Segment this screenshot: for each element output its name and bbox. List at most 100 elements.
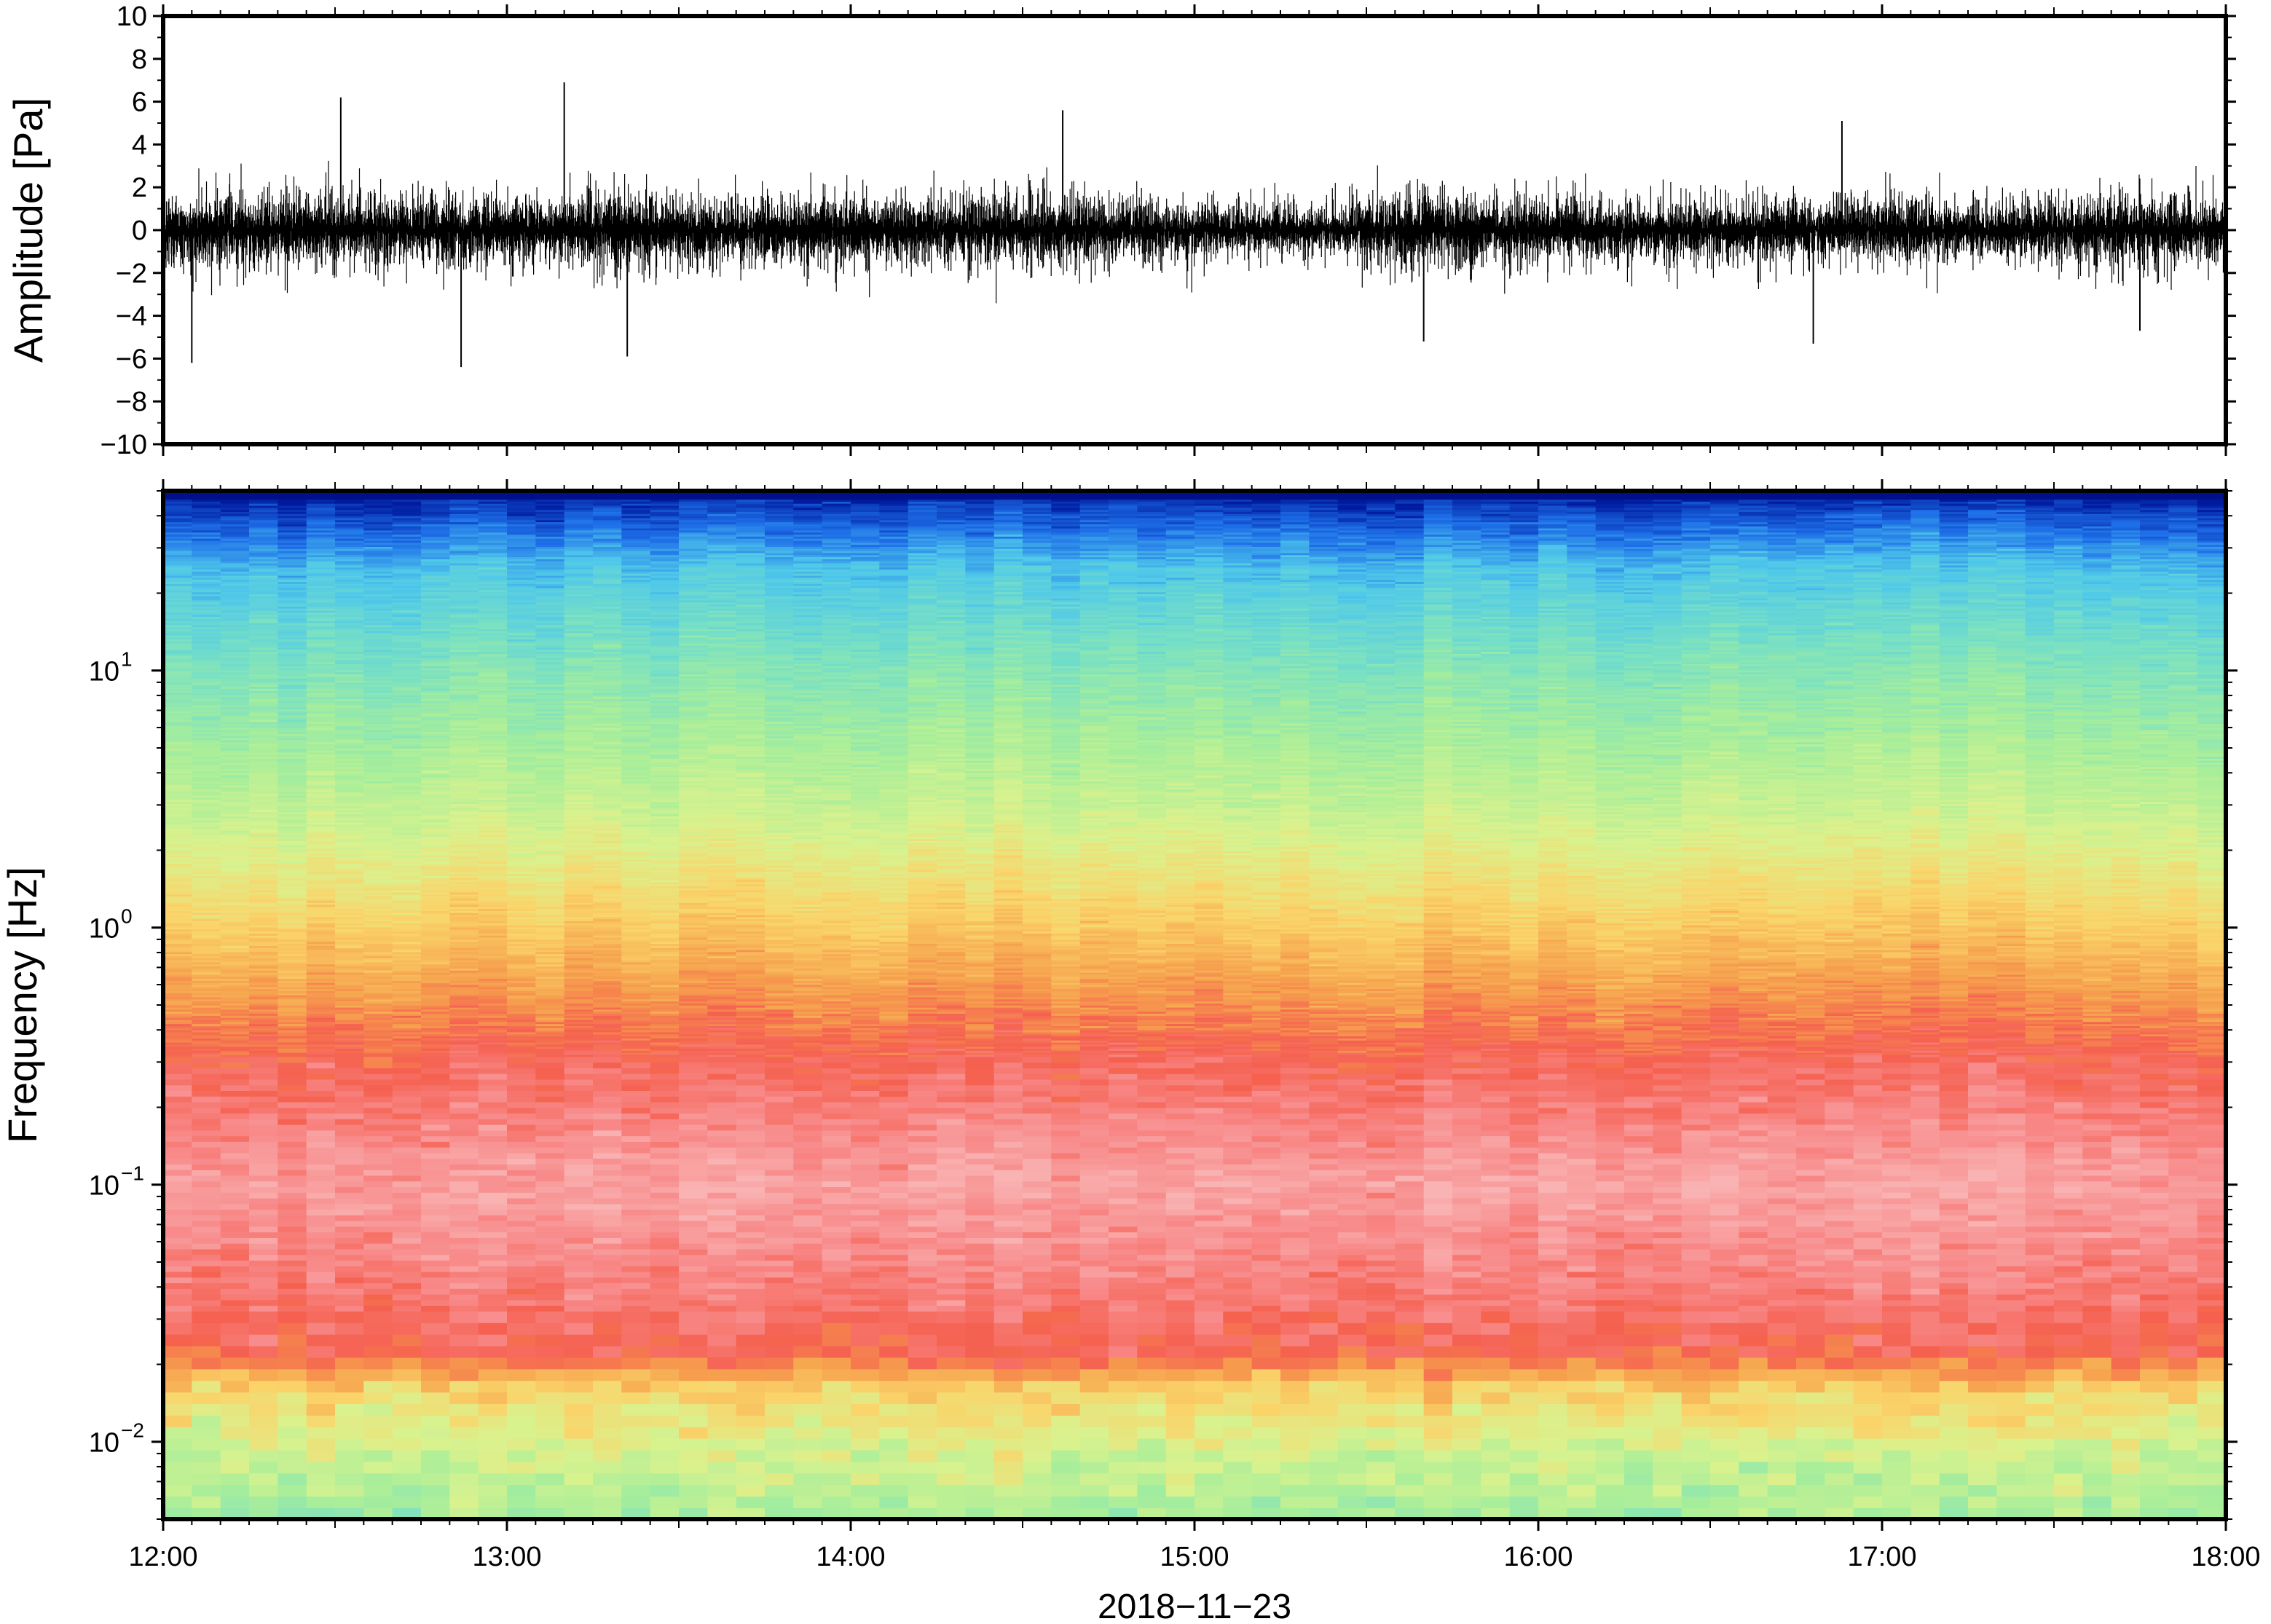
spectrogram-cell [822, 1357, 851, 1370]
spectrogram-cell [249, 1323, 278, 1335]
spectrogram-cell [1309, 1243, 1338, 1250]
spectrogram-cell [564, 1380, 594, 1392]
spectrogram-cell [2140, 1198, 2169, 1205]
spectrogram-cell [1710, 1300, 1739, 1306]
spectrogram-cell [937, 1254, 966, 1261]
spectrogram-cell [307, 1311, 336, 1323]
spectrogram-cell [335, 1209, 364, 1215]
spectrogram-cell [1624, 1141, 1653, 1148]
spectrogram-cell [421, 1068, 450, 1074]
spectrogram-cell [221, 1130, 250, 1137]
spectrogram-cell [2054, 1057, 2083, 1063]
spectrogram-cell [1223, 1357, 1252, 1370]
spectrogram-cell [335, 1108, 364, 1114]
spectrogram-cell [363, 1392, 393, 1404]
spectrogram-cell [1968, 1226, 1997, 1233]
spectrogram-cell [1796, 1079, 1825, 1086]
spectrogram-cell [1366, 1079, 1396, 1086]
spectrogram-cell [736, 1079, 765, 1086]
spectrogram-cell [1653, 1062, 1682, 1068]
spectrogram-cell [1968, 1369, 1997, 1381]
spectrogram-cell [1166, 1392, 1195, 1404]
spectrogram-cell [307, 1113, 336, 1119]
spectrogram-cell [363, 1164, 393, 1170]
spectrogram-cell [307, 1300, 336, 1306]
spectrogram-cell [1223, 1334, 1252, 1347]
spectrogram-cell [1940, 1334, 1969, 1347]
spectrogram-cell [221, 1113, 250, 1119]
spectrogram-cell [564, 1096, 594, 1103]
spectrogram-cell [307, 1282, 336, 1289]
spectrogram-cell [822, 1175, 851, 1182]
spectrogram-cell [1538, 1427, 1567, 1439]
spectrogram-cell [1080, 1266, 1109, 1272]
spectrogram-cell [1338, 1198, 1367, 1205]
spectrogram-cell [679, 1068, 708, 1074]
spectrogram-cell [2111, 1346, 2141, 1358]
spectrogram-cell [994, 1068, 1023, 1074]
spectrogram-cell [449, 1108, 479, 1114]
spectrogram-cell [2054, 1243, 2083, 1250]
spectrogram-cell [1538, 1062, 1567, 1068]
spectrogram-cell [2026, 1124, 2055, 1131]
spectrogram-cell [2197, 1266, 2227, 1272]
spectrogram-cell [1166, 1450, 1195, 1462]
spectrogram-cell [593, 1249, 622, 1256]
spectrogram-cell [1567, 1181, 1596, 1188]
spectrogram-cell [1910, 1346, 1940, 1358]
spectrogram-cell [2111, 1294, 2141, 1301]
spectrogram-cell [679, 1124, 708, 1131]
spectrogram-cell [1796, 1266, 1825, 1272]
spectrogram-cell [1109, 1119, 1138, 1125]
spectrogram-cell [307, 1057, 336, 1063]
spectrogram-cell [1424, 1170, 1453, 1176]
spectrogram-cell [1137, 1311, 1166, 1323]
spectrogram-cell [2082, 1062, 2111, 1068]
spectrogram-cell [2082, 1294, 2111, 1301]
spectrogram-cell [335, 1462, 364, 1474]
spectrogram-cell [1682, 1221, 1711, 1227]
spectrogram-cell [2168, 1266, 2197, 1272]
spectrogram-cell [1825, 1243, 1854, 1250]
spectrogram-cell [793, 1346, 822, 1358]
spectrogram-cell [1510, 1141, 1539, 1148]
spectrogram-cell [1710, 1438, 1739, 1451]
spectrogram-cell [822, 1181, 851, 1188]
spectrogram-cell [593, 1221, 622, 1227]
spectrogram-cell [2140, 1057, 2169, 1063]
spectrogram-cell [2026, 1231, 2055, 1238]
spectrogram-cell [1252, 1209, 1281, 1215]
spectrogram-cell [1051, 1294, 1080, 1301]
spectrogram-cell [2054, 1260, 2083, 1266]
spectrogram-cell [593, 1135, 622, 1142]
spectrogram-cell [1338, 1079, 1367, 1086]
spectrogram-cell [1424, 1346, 1453, 1358]
spectrogram-cell [1882, 1323, 1911, 1335]
spectrogram-cell [1768, 1130, 1797, 1137]
spectrogram-cell [1280, 1496, 1310, 1508]
spectrogram-cell [679, 1084, 708, 1091]
spectrogram-cell [449, 1249, 479, 1256]
spectrogram-cell [851, 1277, 880, 1284]
spectrogram-cell [1910, 1311, 1940, 1323]
spectrogram-cell [1510, 1415, 1539, 1427]
spectrogram-cell [621, 1124, 650, 1131]
spectrogram-cell [1682, 1096, 1711, 1103]
spectrogram-cell [393, 1300, 422, 1306]
spectrogram-cell [1825, 1237, 1854, 1244]
spectrogram-cell [1452, 1277, 1481, 1284]
spectrogram-cell [1452, 1135, 1481, 1142]
spectrogram-cell [937, 1346, 966, 1358]
spectrogram-cell [2026, 1403, 2055, 1416]
spectrogram-cell [335, 1403, 364, 1416]
spectrogram-cell [1366, 1181, 1396, 1188]
spectrogram-cell [793, 1254, 822, 1261]
spectrogram-cell [1280, 1119, 1310, 1125]
spectrogram-cell [1882, 1231, 1911, 1238]
spectrogram-cell [479, 1438, 508, 1451]
spectrogram-cell [1940, 1243, 1969, 1250]
spectrogram-cell [1395, 1204, 1424, 1210]
spectrogram-cell [1137, 1079, 1166, 1086]
spectrogram-cell [965, 1135, 994, 1142]
spectrogram-cell [1739, 1175, 1768, 1182]
